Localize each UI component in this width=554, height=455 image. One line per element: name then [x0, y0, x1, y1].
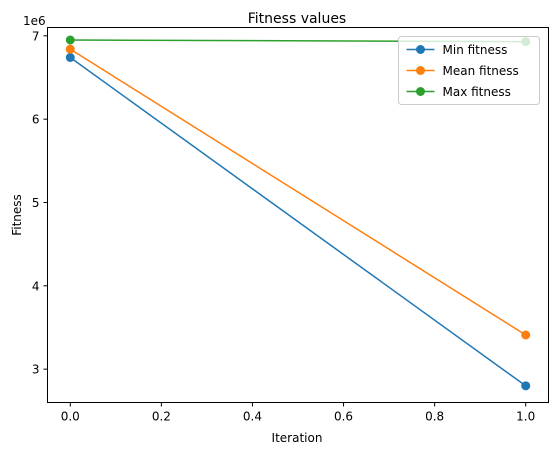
y-axis-label: Fitness [10, 194, 24, 236]
y-axis-offset-label: 1e6 [23, 14, 46, 28]
legend-marker-min-fitness [416, 45, 425, 54]
chart-title: Fitness values [248, 11, 346, 27]
legend-marker-max-fitness [416, 87, 425, 96]
y-tick-label: 3 [32, 363, 40, 377]
series-line-mean-fitness [69, 48, 527, 336]
legend-box [398, 36, 540, 105]
y-tick-label: 4 [32, 279, 40, 293]
x-axis-label: Iteration [272, 431, 323, 445]
data-point-min-fitness [65, 53, 75, 62]
legend-marker-mean-fitness [416, 66, 425, 75]
legend: Min fitness Mean fitness Max fitness [398, 36, 540, 105]
x-tick-label: 0.6 [334, 410, 353, 424]
data-point-max-fitness [65, 35, 75, 45]
y-tick-label: 6 [32, 113, 40, 127]
x-tick-label: 1.0 [516, 410, 535, 424]
x-tick-label: 0.8 [425, 410, 444, 424]
y-tick-label: 5 [32, 196, 40, 210]
legend-label-mean-fitness: Mean fitness [443, 64, 519, 78]
axes-frame [47, 27, 549, 403]
x-tick-label: 0.0 [61, 410, 80, 424]
legend-label-max-fitness: Max fitness [443, 85, 511, 99]
legend-label-min-fitness: Min fitness [443, 43, 508, 57]
x-tick-label: 0.2 [152, 410, 171, 424]
data-point-mean-fitness [521, 330, 531, 340]
x-tick-label: 0.4 [243, 410, 262, 424]
y-tick-label: 7 [32, 29, 40, 43]
y-axis: 3 4 5 6 7 [32, 29, 48, 377]
x-axis: 0.0 0.2 0.4 0.6 0.8 1.0 [61, 402, 535, 424]
data-point-min-fitness [521, 381, 531, 391]
data-point-mean-fitness [65, 44, 75, 54]
series-line-min-fitness [69, 56, 527, 387]
